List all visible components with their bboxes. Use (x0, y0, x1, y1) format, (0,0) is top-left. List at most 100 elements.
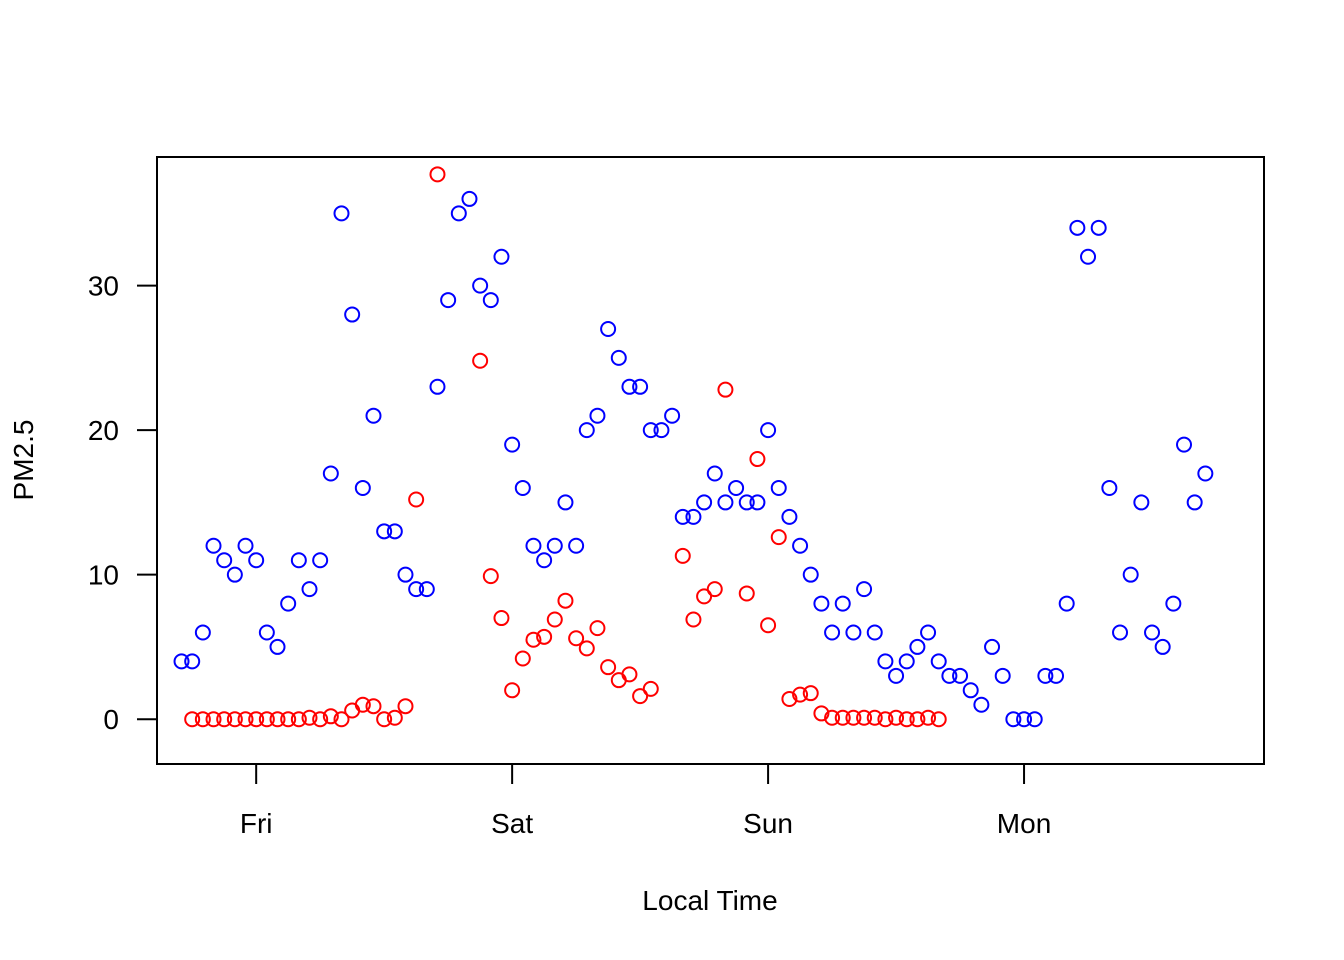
data-point (536, 628, 553, 645)
data-point (632, 378, 649, 395)
data-point (408, 491, 425, 508)
data-point (845, 709, 862, 726)
x-axis-label: Local Time (642, 885, 777, 916)
data-point (802, 685, 819, 702)
data-point (834, 709, 851, 726)
data-point (706, 465, 723, 482)
data-point (557, 494, 574, 511)
data-point (1058, 595, 1075, 612)
data-point (1133, 494, 1150, 511)
data-point (418, 581, 435, 598)
data-point (834, 595, 851, 612)
data-point (248, 552, 265, 569)
data-point (525, 537, 542, 554)
data-point (258, 711, 275, 728)
data-point (621, 666, 638, 683)
data-point (429, 166, 446, 183)
data-point (1037, 667, 1054, 684)
data-point (717, 494, 734, 511)
data-point (952, 667, 969, 684)
data-point (674, 547, 691, 564)
plot-frame (156, 156, 1265, 765)
data-point (1016, 711, 1033, 728)
data-point (589, 407, 606, 424)
y-axis-label: PM2.5 (8, 420, 39, 501)
data-point (376, 711, 393, 728)
data-point (205, 711, 222, 728)
data-point (216, 552, 233, 569)
data-point (184, 653, 201, 670)
data-point (269, 638, 286, 655)
data-point (504, 436, 521, 453)
data-point (482, 292, 499, 309)
data-point (205, 537, 222, 554)
data-point (888, 709, 905, 726)
data-point (514, 650, 531, 667)
data-point (888, 667, 905, 684)
data-point (397, 698, 414, 715)
data-point (1005, 711, 1022, 728)
data-point (280, 595, 297, 612)
data-point (941, 667, 958, 684)
data-point (1122, 566, 1139, 583)
data-point (994, 667, 1011, 684)
data-point (248, 711, 265, 728)
data-point (578, 640, 595, 657)
data-point (717, 381, 734, 398)
data-point (728, 479, 745, 496)
data-point (525, 631, 542, 648)
data-point (546, 537, 563, 554)
data-point (802, 566, 819, 583)
data-point (322, 708, 339, 725)
data-point (600, 659, 617, 676)
data-point (866, 624, 883, 641)
data-point (1197, 465, 1214, 482)
data-point (1112, 624, 1129, 641)
data-point (877, 653, 894, 670)
x-tick-label: Sun (743, 808, 793, 839)
data-point (1080, 248, 1097, 265)
data-point (557, 592, 574, 609)
data-point (920, 624, 937, 641)
data-point (642, 680, 659, 697)
data-point (898, 653, 915, 670)
data-point (866, 709, 883, 726)
data-point (354, 479, 371, 496)
data-point (856, 581, 873, 598)
data-point (184, 711, 201, 728)
x-tick-label: Sat (491, 808, 533, 839)
data-point (568, 537, 585, 554)
data-point (333, 711, 350, 728)
data-point (610, 349, 627, 366)
data-point (194, 624, 211, 641)
data-point (642, 422, 659, 439)
data-point (696, 494, 713, 511)
data-point (312, 552, 329, 569)
data-point (877, 711, 894, 728)
data-point (856, 709, 873, 726)
data-point (792, 537, 809, 554)
data-point (226, 566, 243, 583)
data-point (898, 711, 915, 728)
data-point (514, 479, 531, 496)
data-point (365, 698, 382, 715)
data-point (792, 686, 809, 703)
data-point (504, 682, 521, 699)
data-point (706, 581, 723, 598)
data-point (1154, 638, 1171, 655)
data-point (536, 552, 553, 569)
data-point (290, 552, 307, 569)
data-point (1165, 595, 1182, 612)
x-axis: Fri Sat Sun Mon (240, 763, 1051, 839)
data-point (749, 451, 766, 468)
data-point (813, 595, 830, 612)
data-point (749, 494, 766, 511)
data-point (770, 529, 787, 546)
data-point (429, 378, 446, 395)
data-point (770, 479, 787, 496)
data-point (472, 277, 489, 294)
data-point (216, 711, 233, 728)
data-point (760, 422, 777, 439)
data-point (440, 292, 457, 309)
data-point (962, 682, 979, 699)
